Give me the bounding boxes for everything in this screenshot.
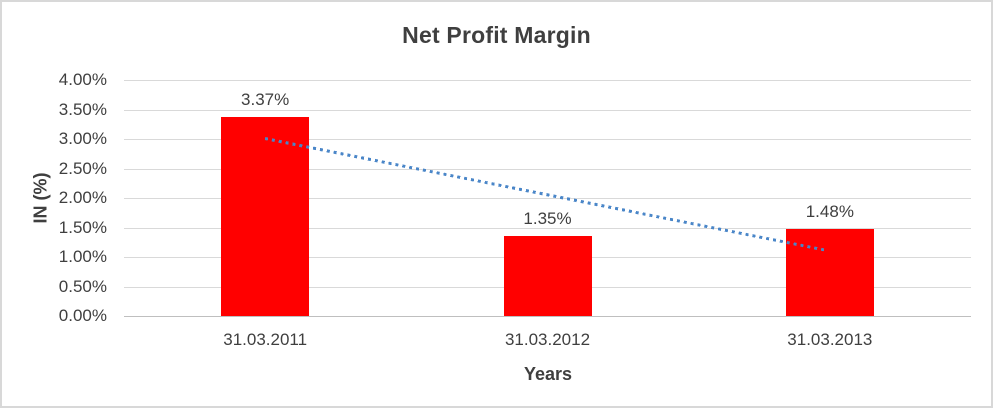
bar-31.03.2013 xyxy=(785,228,874,316)
gridline xyxy=(124,316,971,317)
y-axis-tick-label: 4.00% xyxy=(58,70,107,89)
bar-value-label: 1.48% xyxy=(805,201,854,221)
gridline xyxy=(124,227,971,229)
x-axis-category-label: 31.03.2013 xyxy=(787,330,873,349)
gridline xyxy=(124,168,971,170)
gridline xyxy=(124,198,971,199)
chart-title: Net Profit Margin xyxy=(402,22,591,48)
x-axis-category-label: 31.03.2011 xyxy=(223,330,308,349)
x-axis-title: Years xyxy=(523,364,573,384)
bar-value-label: 3.37% xyxy=(241,90,290,110)
x-axis-category-label: 31.03.2012 xyxy=(504,330,591,349)
y-axis-tick-label: 3.00% xyxy=(58,129,107,148)
y-axis-tick-label: 0.00% xyxy=(58,306,107,325)
trendline xyxy=(264,136,826,252)
bar-31.03.2011 xyxy=(221,117,310,316)
y-axis-tick-label: 1.00% xyxy=(58,247,107,266)
gridline xyxy=(124,109,971,111)
y-axis-tick-label: 2.00% xyxy=(58,188,107,207)
y-axis-tick-label: 3.50% xyxy=(58,99,107,119)
gridline xyxy=(124,80,971,81)
gridline xyxy=(124,139,971,140)
y-axis-tick-label: 1.50% xyxy=(58,217,107,237)
bar-31.03.2012 xyxy=(503,236,592,316)
y-axis-tick-label: 2.50% xyxy=(58,158,107,178)
y-axis-tick-label: 0.50% xyxy=(58,276,107,296)
bar-value-label: 1.35% xyxy=(523,209,572,229)
